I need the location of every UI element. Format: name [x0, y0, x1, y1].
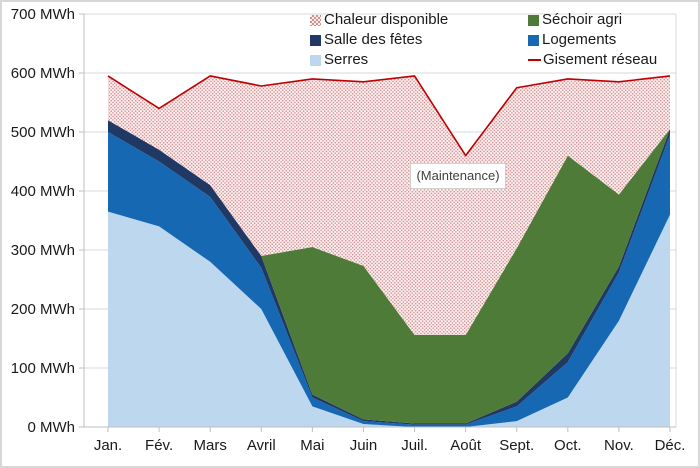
legend-label: Logements [542, 31, 617, 48]
x-axis-label: Fév. [145, 437, 173, 454]
legend-item-logements: Logements [528, 30, 657, 50]
legend-item-salle-des-fetes: Salle des fêtes [310, 30, 528, 50]
legend-label: Gisement réseau [543, 51, 658, 68]
series-area-s-choir-agri [108, 120, 670, 424]
legend-label: Séchoir agri [542, 11, 623, 28]
x-axis-label: Juin [350, 437, 378, 454]
legend-item-serres: Serres [310, 50, 528, 70]
legend-item-chaleur-disponible: Chaleur disponible [310, 10, 528, 30]
y-axis-label: 0 MWh [27, 419, 75, 436]
y-axis-label: 200 MWh [11, 301, 75, 318]
y-axis-label: 600 MWh [11, 65, 75, 82]
x-axis-label: Avril [247, 437, 276, 454]
salle-des-fetes-swatch-icon [310, 34, 321, 46]
x-axis-label: Août [450, 437, 482, 454]
gisement-reseau-line [107, 75, 671, 157]
legend-label: Chaleur disponible [324, 11, 449, 28]
legend-label: Salle des fêtes [324, 31, 423, 48]
x-axis-label: Déc. [655, 437, 686, 454]
legend: Chaleur disponible Séchoir agri Salle de… [310, 10, 657, 70]
legend-item-gisement-reseau: Gisement réseau [528, 50, 657, 70]
chaleur-disponible-swatch-icon [310, 14, 321, 26]
x-axis-label: Oct. [554, 437, 582, 454]
x-axis-label: Juil. [401, 437, 428, 454]
sechoir-agri-swatch-icon [528, 14, 539, 26]
x-axis-label: Sept. [499, 437, 534, 454]
x-axis-label: Mars [194, 437, 227, 454]
legend-item-sechoir-agri: Séchoir agri [528, 10, 657, 30]
logements-swatch-icon [528, 34, 539, 46]
series-area-serres [108, 211, 670, 427]
y-axis-label: 300 MWh [11, 242, 75, 259]
x-axis-label: Mai [300, 437, 324, 454]
y-axis-label: 700 MWh [11, 6, 75, 23]
y-axis-label: 100 MWh [11, 360, 75, 377]
gisement-reseau-line-icon [528, 58, 541, 62]
maintenance-annotation: (Maintenance) [410, 163, 506, 189]
series-area-chaleur-disponible [108, 75, 670, 335]
y-axis-label: 400 MWh [11, 183, 75, 200]
x-axis-label: Jan. [94, 437, 122, 454]
x-axis-label: Nov. [604, 437, 634, 454]
y-axis-label: 500 MWh [11, 124, 75, 141]
serres-swatch-icon [310, 54, 321, 66]
legend-label: Serres [324, 51, 369, 68]
